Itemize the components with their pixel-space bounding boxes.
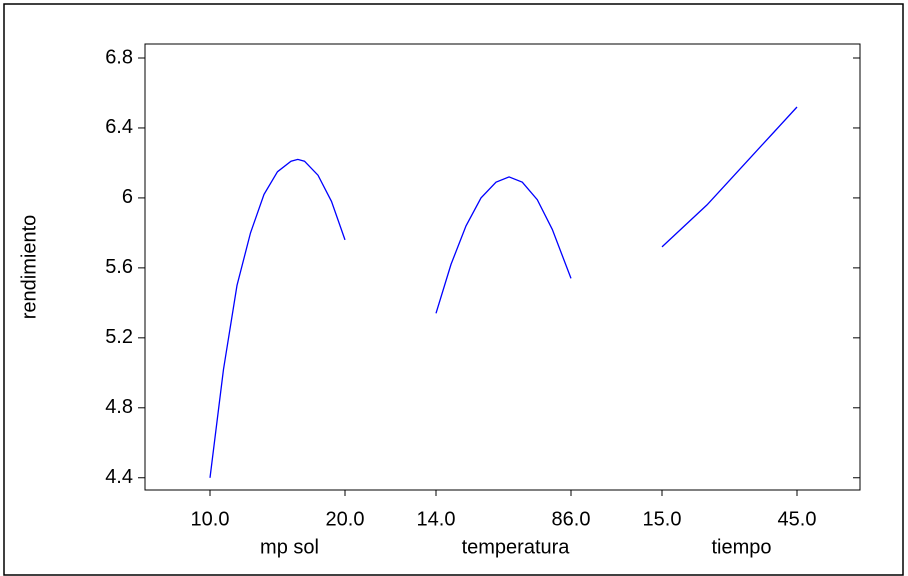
effect-line <box>435 176 572 314</box>
y-tick-label: 5.6 <box>105 256 133 278</box>
y-tick-label: 4.4 <box>105 466 133 488</box>
x-tick-label: 14.0 <box>417 508 456 530</box>
x-tick-label: 15.0 <box>643 508 682 530</box>
y-tick-label: 5.2 <box>105 326 133 348</box>
y-tick-label: 4.8 <box>105 396 133 418</box>
x-tick-label: 20.0 <box>326 508 365 530</box>
effect-line <box>209 158 346 478</box>
effect-line <box>661 106 798 248</box>
factor-label: temperatura <box>462 536 571 558</box>
x-tick-label: 45.0 <box>778 508 817 530</box>
factor-label: tiempo <box>711 536 771 558</box>
x-tick-label: 10.0 <box>191 508 230 530</box>
y-axis-label: rendimiento <box>18 215 40 320</box>
frame <box>3 3 904 576</box>
factor-label: mp sol <box>260 536 319 558</box>
y-tick-label: 6.4 <box>105 116 133 138</box>
y-tick-label: 6 <box>122 186 133 208</box>
plot-area <box>144 43 861 491</box>
x-tick-label: 86.0 <box>552 508 591 530</box>
y-tick-label: 6.8 <box>105 46 133 68</box>
